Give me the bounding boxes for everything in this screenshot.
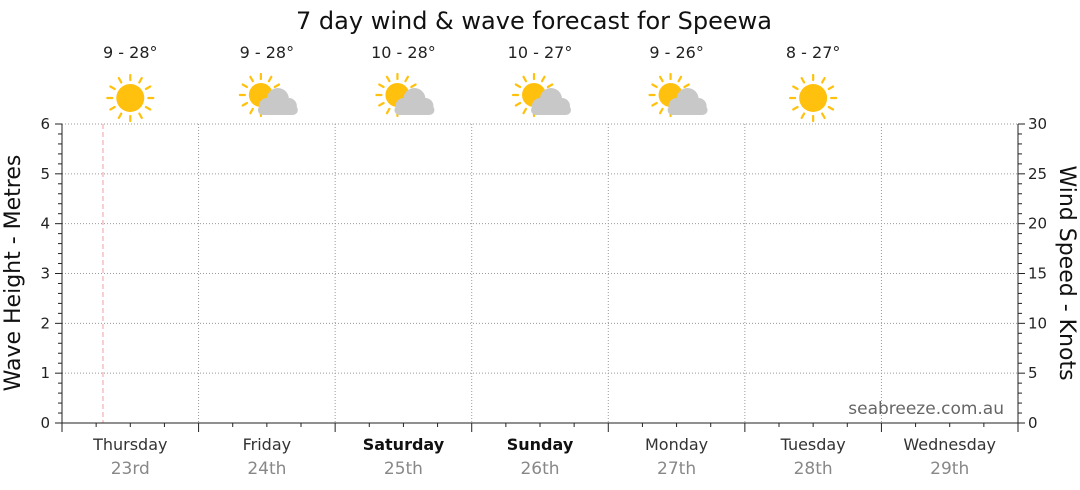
grid — [62, 123, 1018, 423]
day-date: 27th — [657, 459, 696, 479]
day-name: Wednesday — [903, 435, 996, 454]
left-tick-label: 2 — [40, 314, 50, 332]
day-date: 28th — [794, 459, 833, 479]
temp-range: 10 - 28° — [371, 43, 436, 62]
chart-title: 7 day wind & wave forecast for Speewa — [296, 7, 772, 35]
temp-range: 9 - 28° — [240, 43, 294, 62]
right-tick-label: 5 — [1028, 364, 1038, 382]
temp-range: 9 - 26° — [649, 43, 703, 62]
day-date: 24th — [247, 459, 286, 479]
right-tick-label: 0 — [1028, 414, 1038, 432]
partly-cloudy-icon — [648, 72, 708, 118]
partly-cloudy-icon — [375, 72, 435, 118]
day-name: Friday — [243, 435, 292, 454]
sun-icon — [789, 73, 838, 123]
day-columns: 9 - 28° Thursday 23rd 9 - 28° Friday 24th 10 -… — [92, 43, 996, 479]
temp-range: 8 - 27° — [786, 43, 840, 62]
right-tick-label: 10 — [1028, 314, 1047, 332]
axes: 0 1 2 3 4 5 6 0 5 10 15 20 25 30 — [40, 115, 1047, 432]
left-tick-label: 1 — [40, 364, 50, 382]
day-date: 23rd — [111, 459, 150, 479]
day-name: Tuesday — [780, 435, 846, 454]
day-name: Sunday — [507, 435, 574, 454]
day-column: 10 - 28° Saturday 25th — [363, 43, 445, 479]
left-tick-label: 4 — [40, 215, 50, 233]
right-tick-label: 30 — [1028, 115, 1047, 133]
right-tick-label: 25 — [1028, 165, 1047, 183]
day-date: 25th — [384, 459, 423, 479]
day-column: 9 - 26° Monday 27th — [645, 43, 708, 479]
partly-cloudy-icon — [511, 72, 571, 118]
partly-cloudy-icon — [238, 72, 298, 118]
day-name: Saturday — [363, 435, 445, 454]
left-tick-label: 5 — [40, 165, 50, 183]
left-tick-label: 3 — [40, 265, 50, 283]
day-column: 9 - 28° Friday 24th — [238, 43, 298, 479]
day-column: 10 - 27° Sunday 26th — [507, 43, 574, 479]
right-tick-label: 20 — [1028, 215, 1047, 233]
temp-range: 9 - 28° — [103, 43, 157, 62]
watermark: seabreeze.com.au — [848, 399, 1004, 419]
sun-icon — [106, 73, 155, 123]
day-column: 9 - 28° Thursday 23rd — [92, 43, 167, 479]
right-tick-label: 15 — [1028, 265, 1047, 283]
right-axis-title: Wind Speed - Knots — [1054, 165, 1079, 380]
left-tick-label: 0 — [40, 414, 50, 432]
day-column: Wednesday 29th — [903, 435, 996, 479]
day-date: 29th — [930, 459, 969, 479]
left-tick-label: 6 — [40, 115, 50, 133]
temp-range: 10 - 27° — [508, 43, 573, 62]
day-name: Monday — [645, 435, 708, 454]
day-date: 26th — [520, 459, 559, 479]
day-column: 8 - 27° Tuesday 28th — [780, 43, 846, 479]
day-name: Thursday — [92, 435, 167, 454]
left-axis-title: Wave Height - Metres — [1, 155, 26, 392]
